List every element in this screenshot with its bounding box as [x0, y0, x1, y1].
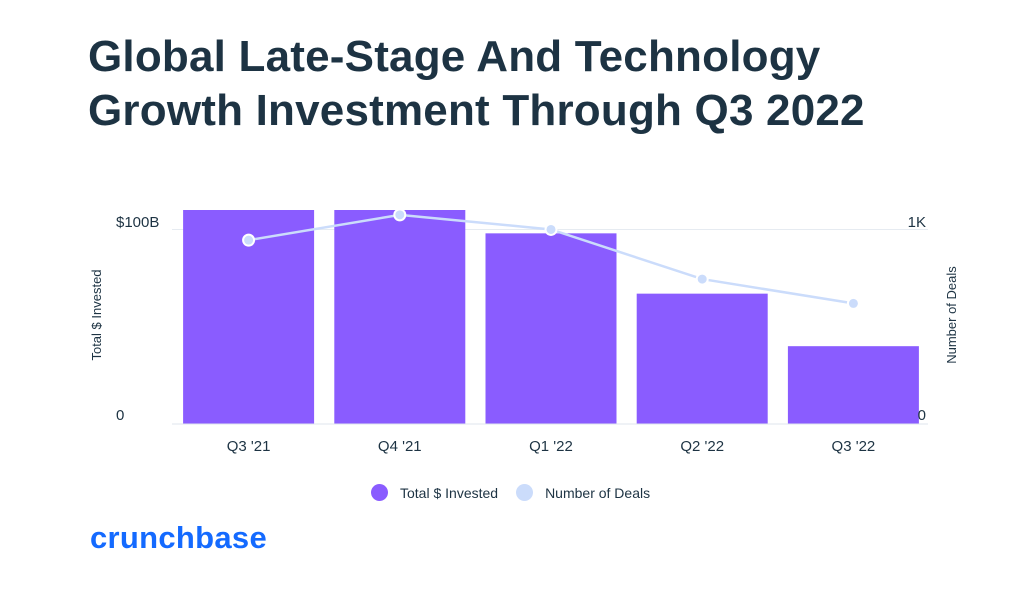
x-tick-label: Q3 '22	[832, 438, 876, 455]
legend-item-number-of-deals[interactable]: Number of Deals	[516, 484, 650, 501]
bar-q3-22[interactable]	[787, 346, 919, 424]
deals-point-q1-22[interactable]	[544, 222, 558, 236]
x-tick-label: Q4 '21	[378, 438, 422, 455]
y-left-tick-label: $100B	[116, 214, 159, 231]
deals-point-q3-21[interactable]	[242, 233, 256, 247]
bar-q1-22[interactable]	[485, 233, 617, 424]
legend-swatch-number-of-deals	[516, 484, 534, 501]
legend-label-total-invested: Total $ Invested	[400, 484, 499, 501]
y-right-axis-title: Number of Deals	[944, 266, 959, 364]
y-left-tick-label: 0	[116, 407, 124, 424]
x-tick-label: Q3 '21	[227, 438, 271, 455]
bar-q2-22[interactable]	[636, 293, 768, 424]
bar-q4-21[interactable]	[334, 210, 466, 424]
deals-point-q3-22[interactable]	[846, 296, 860, 310]
legend-item-total-invested[interactable]: Total $ Invested	[371, 484, 498, 501]
x-tick-label: Q2 '22	[680, 438, 724, 455]
deals-point-q4-21[interactable]	[393, 208, 407, 222]
legend-label-number-of-deals: Number of Deals	[545, 484, 651, 501]
crunchbase-logo: crunchbase	[90, 520, 268, 555]
chart-title: Global Late-Stage And Technology Growth …	[88, 32, 865, 135]
legend: Total $ Invested Number of Deals	[371, 484, 668, 501]
y-right-tick-label: 1K	[908, 214, 926, 231]
legend-swatch-total-invested	[371, 484, 388, 501]
deals-point-q2-22[interactable]	[695, 272, 709, 286]
y-right-tick-label: 0	[918, 407, 926, 424]
y-left-axis-title: Total $ Invested	[89, 269, 104, 360]
x-tick-label: Q1 '22	[529, 438, 573, 455]
